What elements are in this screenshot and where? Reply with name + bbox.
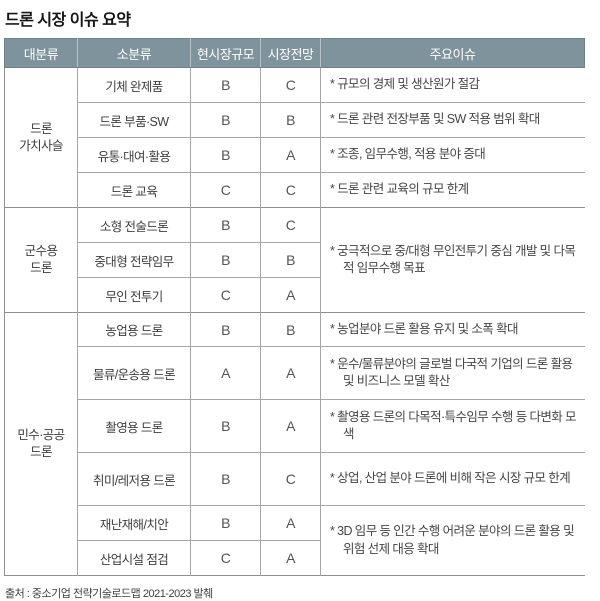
subcategory-cell: 산업시설 점검 [77,540,191,576]
market-size-cell: C [190,277,261,313]
table-row: 중대형 전략임무 B B [5,242,585,278]
market-size-cell: B [190,137,261,173]
table-row: 재난재해/치안 B A * 3D 임무 등 인간 수행 어려운 분야의 드론 활… [5,505,585,576]
market-size-cell: B [190,102,261,138]
subcategory-cell: 취미/레저용 드론 [77,452,191,506]
market-size-cell: C [190,540,261,576]
header-subcategory: 소분류 [77,38,191,68]
issue-cell-merged: * 3D 임무 등 인간 수행 어려운 분야의 드론 활용 및 위험 선제 대응… [320,505,585,576]
category-cell: 드론 가치사슬 [4,67,78,208]
issue-cell: * 조종, 임무수행, 적용 분야 증대 [320,137,585,173]
page-title: 드론 시장 이슈 요약 [5,12,131,29]
market-size-cell: B [190,399,261,453]
drone-issues-table: 대분류 소분류 현시장규모 시장전망 주요이슈 드론 가치사슬 기체 완제품 B… [4,38,585,576]
table-row: 드론 교육 C C * 드론 관련 교육의 규모 한계 [5,172,585,208]
outlook-cell: A [260,505,321,541]
table-row: 드론 부품·SW B B * 드론 관련 전장부품 및 SW 적용 범위 확대 [5,102,585,138]
table-row: 물류/운송용 드론 A A * 운수/물류분야의 글로벌 다국적 기업의 드론 … [5,346,585,400]
market-size-cell: A [190,346,261,400]
source-note: 출처 : 중소기업 전략기술로드맵 2021-2023 발췌 [5,588,213,600]
market-size-cell: C [190,172,261,208]
subcategory-cell: 촬영용 드론 [77,399,191,453]
table-row: 취미/레저용 드론 B C * 상업, 산업 분야 드론에 비해 작은 시장 규… [5,452,585,506]
subcategory-cell: 유통·대여·활용 [77,137,191,173]
subcategory-cell: 드론 교육 [77,172,191,208]
header-outlook: 시장전망 [260,38,321,68]
outlook-cell: B [260,312,321,347]
table-row: 군수용 드론 소형 전술드론 B C * 궁극적으로 중/대형 무인전투기 중심… [4,207,585,313]
subcategory-cell: 농업용 드론 [77,312,191,347]
subcategory-cell: 드론 부품·SW [77,102,191,138]
header-row: 대분류 소분류 현시장규모 시장전망 주요이슈 [4,38,585,68]
issue-cell: * 농업분야 드론 활용 유지 및 소폭 확대 [320,312,585,347]
outlook-cell: C [260,452,321,506]
subcategory-cell: 중대형 전략임무 [77,242,191,278]
outlook-cell: A [260,137,321,173]
issue-cell: * 촬영용 드론의 다목적·특수임무 수행 등 다변화 모색 [320,399,585,453]
header-market-size: 현시장규모 [190,38,261,68]
outlook-cell: C [260,207,321,243]
category-cell: 민수·공공 드론 [4,312,78,576]
issue-cell: * 상업, 산업 분야 드론에 비해 작은 시장 규모 한계 [320,452,585,506]
table-row: 무인 전투기 C A [5,277,585,313]
market-size-cell: B [190,312,261,347]
issue-cell: * 운수/물류분야의 글로벌 다국적 기업의 드론 활용 및 비즈니스 모델 확… [320,346,585,400]
issue-cell: * 드론 관련 전장부품 및 SW 적용 범위 확대 [320,102,585,138]
header-issues: 주요이슈 [320,38,585,68]
outlook-cell: B [260,242,321,278]
market-size-cell: B [190,452,261,506]
header-category: 대분류 [4,38,78,68]
outlook-cell: B [260,102,321,138]
category-cell: 군수용 드론 [4,207,78,313]
market-size-cell: B [190,67,261,103]
outlook-cell: A [260,399,321,453]
outlook-cell: A [260,277,321,313]
subcategory-cell: 소형 전술드론 [77,207,191,243]
subcategory-cell: 무인 전투기 [77,277,191,313]
market-size-cell: B [190,505,261,541]
outlook-cell: C [260,67,321,103]
outlook-cell: A [260,540,321,576]
issue-cell: * 규모의 경제 및 생산원가 절감 [320,67,585,103]
issue-cell: * 드론 관련 교육의 규모 한계 [320,172,585,208]
issue-cell-merged: * 궁극적으로 중/대형 무인전투기 중심 개발 및 다목적 임무수행 목표 [320,207,585,313]
table-row: 유통·대여·활용 B A * 조종, 임무수행, 적용 분야 증대 [5,137,585,173]
subcategory-cell: 재난재해/치안 [77,505,191,541]
market-size-cell: B [190,207,261,243]
table-row: 산업시설 점검 C A [5,540,585,576]
table-row: 민수·공공 드론 농업용 드론 B B * 농업분야 드론 활용 유지 및 소폭… [4,312,585,576]
outlook-cell: C [260,172,321,208]
subcategory-cell: 기체 완제품 [77,67,191,103]
outlook-cell: A [260,346,321,400]
market-size-cell: B [190,242,261,278]
table-row: 촬영용 드론 B A * 촬영용 드론의 다목적·특수임무 수행 등 다변화 모… [5,399,585,453]
table-row: 드론 가치사슬 기체 완제품 B C * 규모의 경제 및 생산원가 절감 [4,67,585,208]
subcategory-cell: 물류/운송용 드론 [77,346,191,400]
